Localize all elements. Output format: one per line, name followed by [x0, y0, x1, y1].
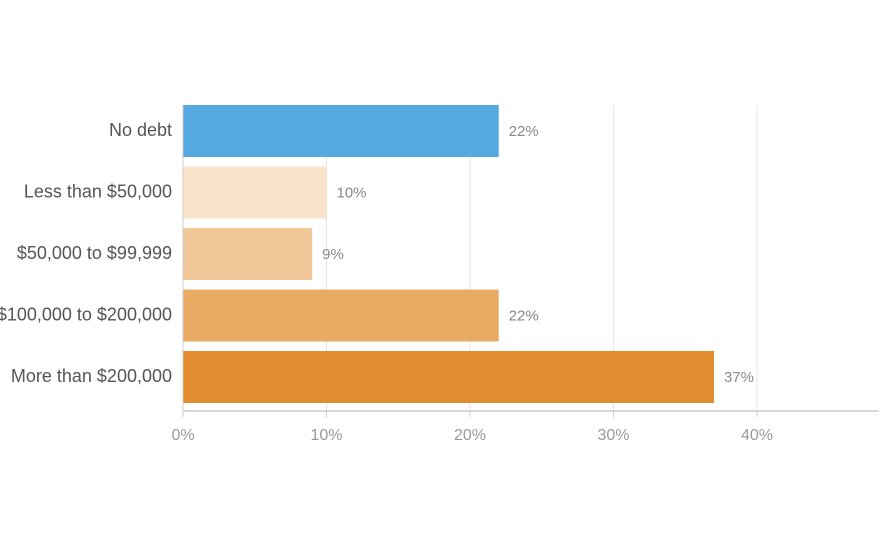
x-tick-label: 0%: [171, 427, 194, 444]
bar: [183, 289, 499, 342]
value-label: 10%: [337, 184, 367, 201]
category-label: More than $200,000: [11, 366, 172, 386]
x-tick-label: 40%: [741, 427, 773, 444]
value-label: 22%: [509, 123, 539, 140]
x-tick-label: 20%: [454, 427, 486, 444]
bar: [183, 228, 313, 280]
bar: [183, 105, 499, 157]
value-label: 37%: [724, 369, 754, 386]
value-label: 22%: [509, 307, 539, 324]
bar: [183, 166, 327, 219]
x-tick-label: 10%: [310, 427, 342, 444]
x-tick-label: 30%: [597, 427, 629, 444]
category-label: $50,000 to $99,999: [17, 243, 172, 263]
value-label: 9%: [322, 246, 344, 263]
category-label: No debt: [109, 120, 172, 140]
category-label: Less than $50,000: [24, 181, 172, 201]
bar: [183, 351, 714, 403]
category-label: $100,000 to $200,000: [0, 304, 172, 324]
